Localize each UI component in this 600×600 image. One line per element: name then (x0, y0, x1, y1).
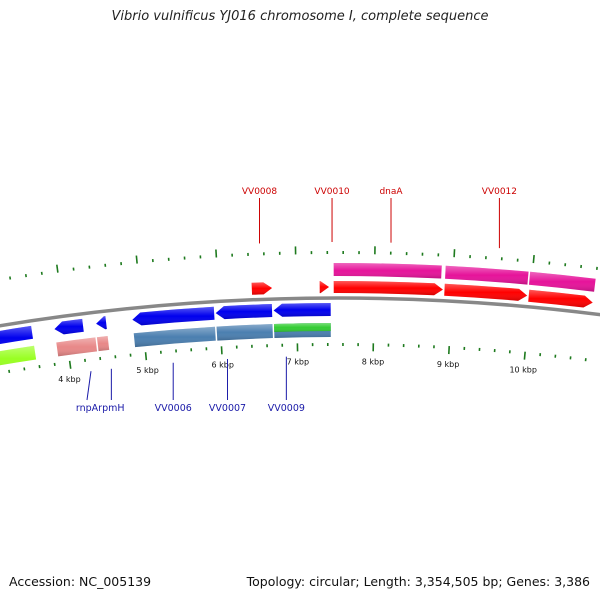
rna-feature-2-shine (96, 336, 110, 352)
rna-feature-2 (96, 336, 110, 352)
forward-feature-2 (445, 265, 529, 285)
reverse-cds-5-shine (215, 304, 273, 320)
forward-cds-5 (528, 289, 593, 308)
forward-cds-5-shine (528, 289, 593, 308)
reverse-cds-2 (54, 318, 84, 335)
scale-label-6: 9 kbp (437, 360, 459, 369)
inner-tick (144, 352, 148, 361)
misc-feature-1 (274, 323, 331, 332)
forward-feature-3-shine (528, 271, 596, 292)
chromosome-backbone (0, 296, 600, 328)
misc-feature-1-shine (274, 323, 331, 332)
inner-tick (68, 360, 72, 369)
forward-cds-4-shine (444, 283, 528, 301)
gene-label-rnpA: rnpA (76, 403, 99, 414)
gene-leader-bottom (86, 371, 92, 401)
gene-label-VV0012: VV0012 (482, 187, 517, 197)
scale-label-7: 10 kbp (509, 366, 537, 375)
scale-label-2: 5 kbp (136, 366, 158, 375)
scale-label-3: 6 kbp (211, 360, 233, 369)
scale-label-4: 7 kbp (287, 357, 309, 366)
accession-text: Accession: NC_005139 (9, 574, 152, 589)
reverse-cds-4 (132, 306, 215, 326)
gene-label-rpmH: rpmH (98, 403, 124, 414)
feature-tracks (0, 262, 596, 366)
reverse-cds-2-shine (54, 318, 84, 335)
reverse-feature-2 (216, 324, 273, 341)
gene-label-VV0010: VV0010 (314, 187, 349, 197)
forward-cds-2-shine (319, 281, 330, 294)
forward-cds-1-shine (251, 282, 273, 295)
reverse-feature-1-shine (133, 326, 216, 348)
forward-cds-3-shine (333, 280, 443, 296)
outer-tick (135, 255, 138, 264)
rna-feature-1-shine (56, 337, 98, 357)
map-title: Vibrio vulnificus YJ016 chromosome I, co… (111, 9, 489, 24)
outer-tick (56, 264, 59, 273)
lime-feature-1 (0, 345, 37, 366)
inner-tick-ring (8, 343, 587, 373)
reverse-feature-2-shine (216, 324, 273, 341)
outer-tick-ring (9, 246, 598, 280)
rna-feature-1 (56, 337, 98, 357)
reverse-cds-4-shine (132, 306, 215, 326)
gene-labels-bottom: rnpA rpmH VV0006 VV0007 VV0009 (76, 356, 305, 414)
reverse-cds-1 (0, 325, 33, 345)
forward-feature-2-shine (445, 265, 529, 285)
forward-cds-3 (333, 280, 443, 296)
reverse-cds-5 (215, 304, 273, 320)
reverse-cds-3-shine (96, 316, 107, 330)
forward-cds-4 (444, 283, 528, 301)
scale-label-5: 8 kbp (362, 357, 384, 366)
scale-labels: 4 kbp 5 kbp 6 kbp 7 kbp 8 kbp 9 kbp 10 kbp (58, 357, 537, 384)
topology-text: Topology: circular; Length: 3,354,505 bp… (246, 574, 590, 589)
reverse-cds-1-shine (0, 325, 33, 345)
outer-tick (532, 254, 535, 264)
gene-label-VV0008: VV0008 (242, 187, 277, 197)
gene-label-VV0009: VV0009 (268, 403, 305, 414)
reverse-cds-6-shine (273, 303, 331, 317)
gene-label-VV0006: VV0006 (155, 403, 192, 414)
forward-cds-2 (319, 281, 330, 294)
gene-labels-top: VV0008 VV0010 dnaA VV0012 (242, 187, 517, 249)
inner-tick (523, 351, 526, 360)
scale-label-1: 4 kbp (58, 375, 80, 384)
forward-feature-3 (528, 271, 596, 292)
gene-label-dnaA: dnaA (379, 187, 403, 197)
forward-feature-1 (333, 262, 442, 279)
forward-cds-1 (251, 282, 273, 295)
gene-label-VV0007: VV0007 (209, 403, 246, 414)
reverse-cds-3 (96, 316, 107, 330)
lime-feature-1-shine (0, 345, 37, 366)
forward-feature-1-shine (333, 262, 442, 279)
reverse-cds-6 (273, 303, 331, 317)
reverse-feature-1 (133, 326, 216, 348)
